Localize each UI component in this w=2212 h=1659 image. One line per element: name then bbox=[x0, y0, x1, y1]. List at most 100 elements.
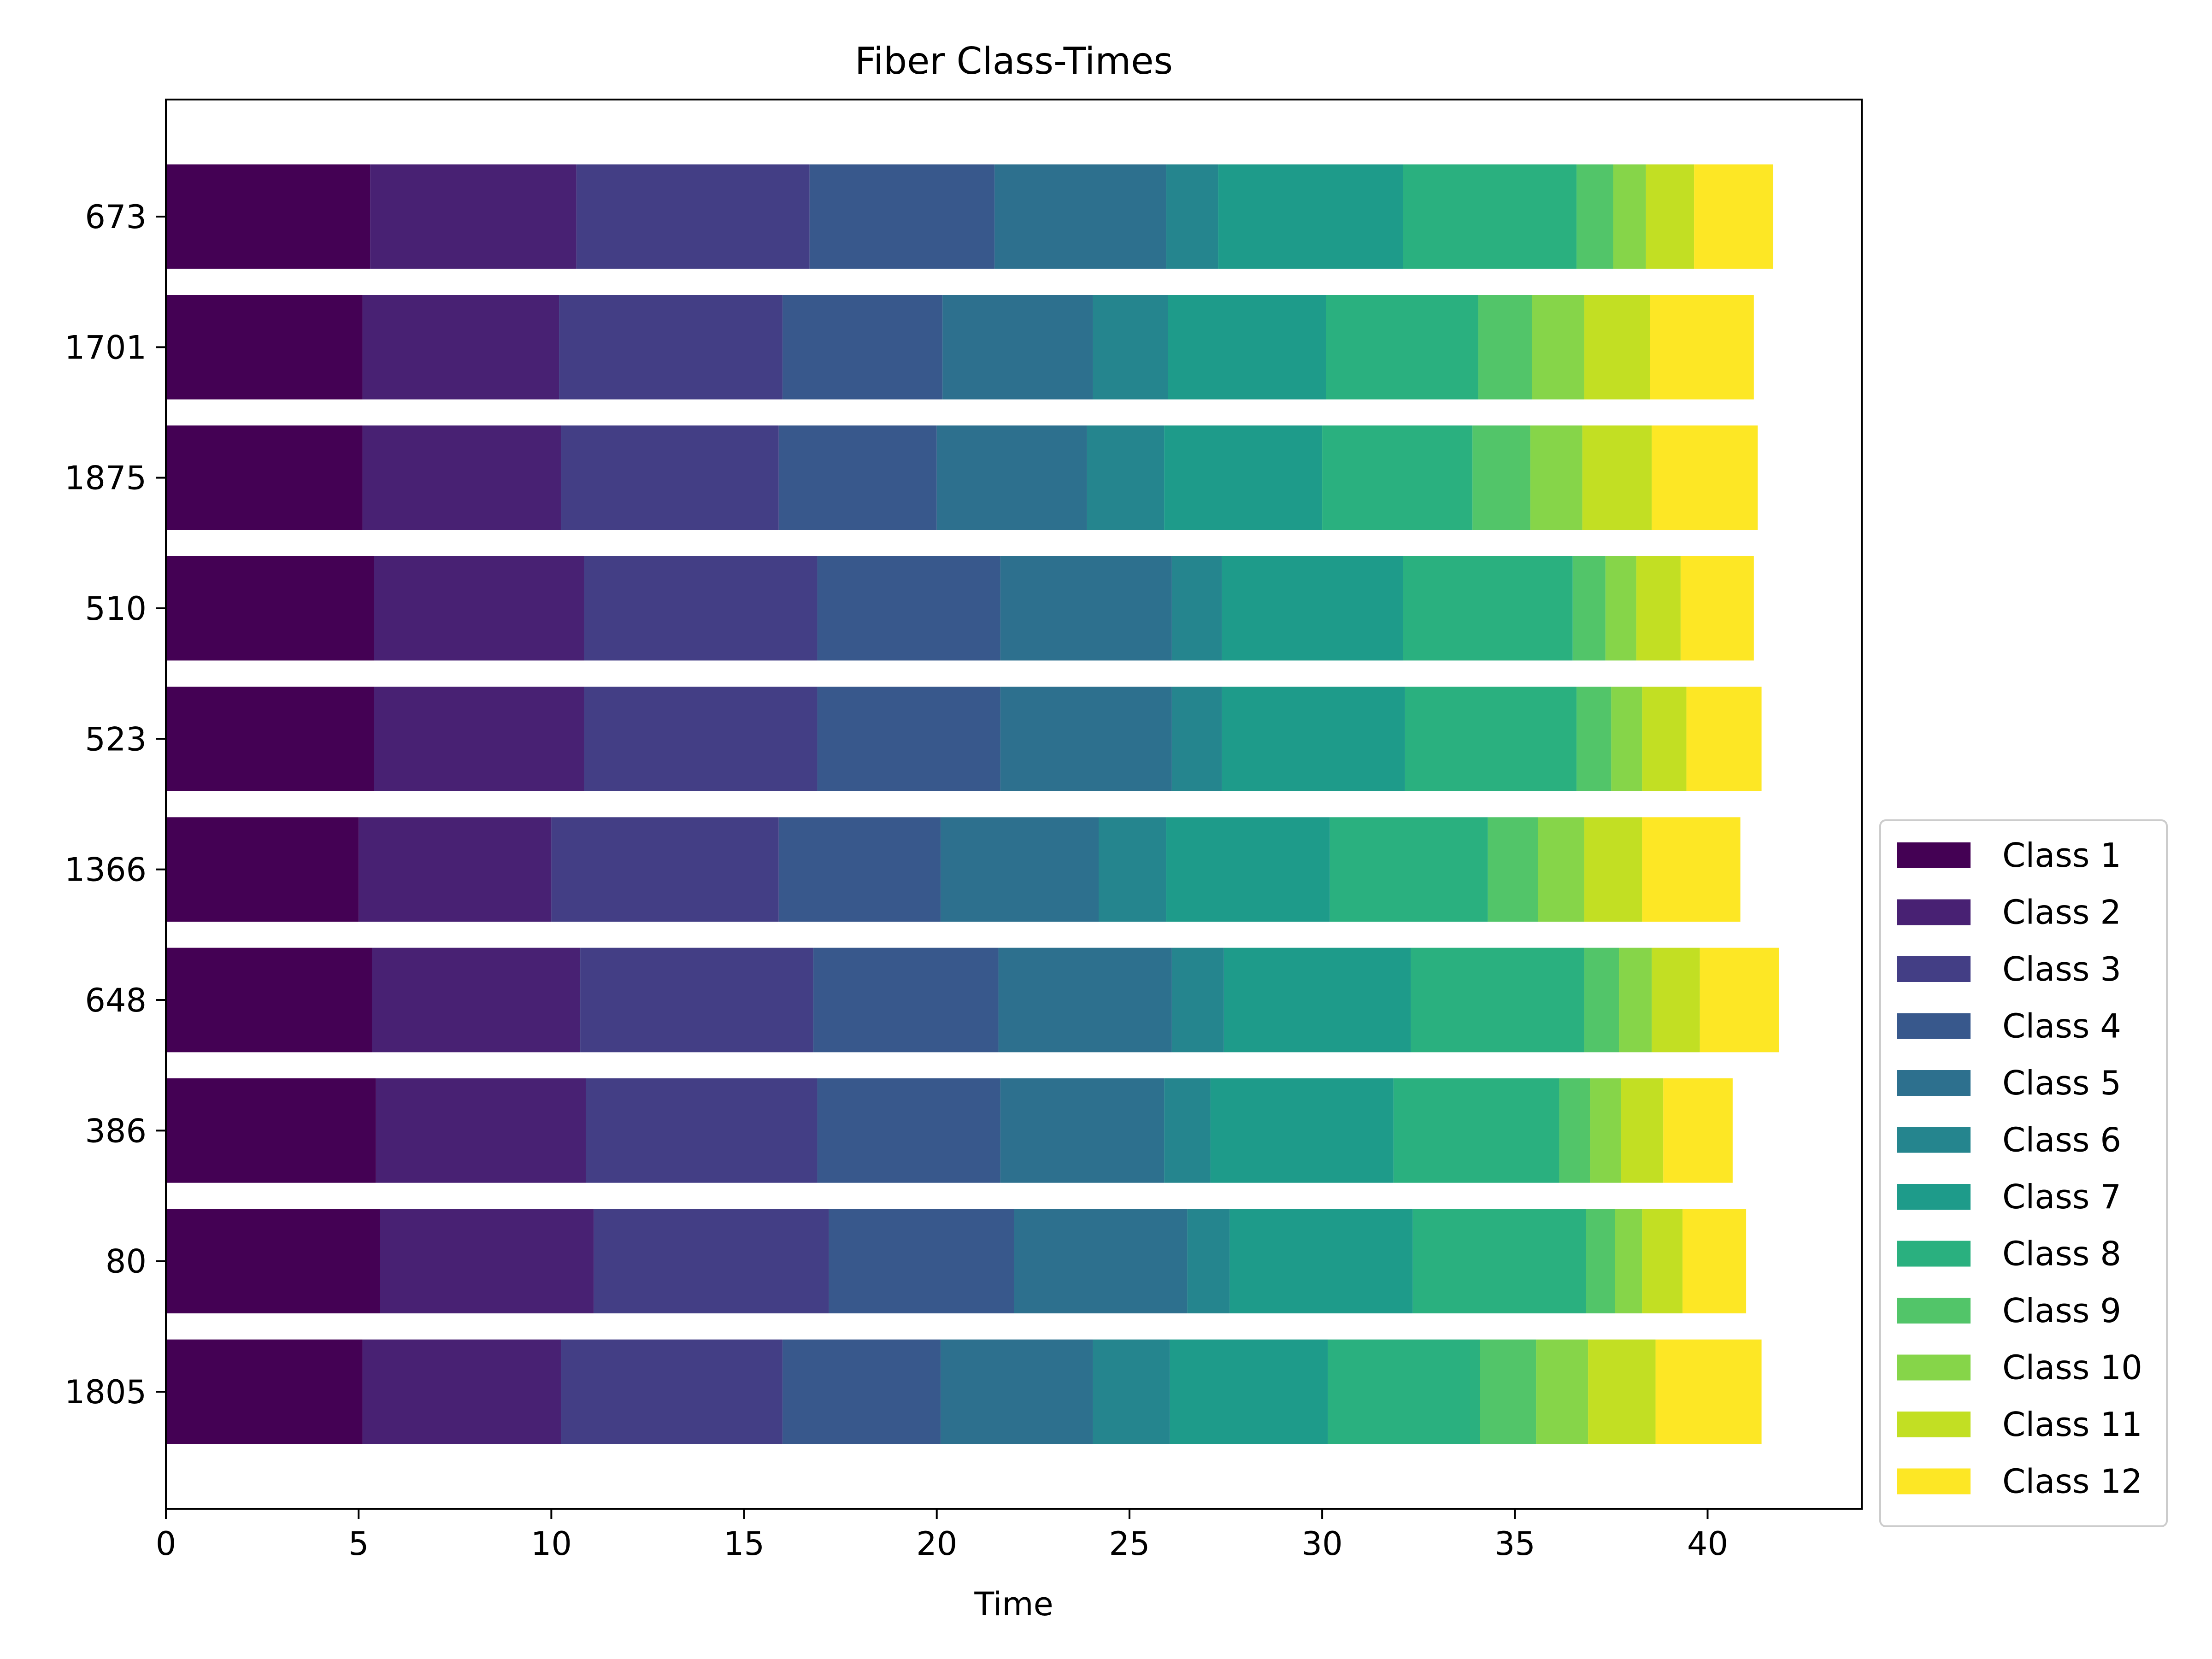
legend-label-class-7: Class 7 bbox=[2002, 1177, 2121, 1216]
bar-1366-class-3 bbox=[551, 817, 779, 922]
bar-523-class-7 bbox=[1222, 687, 1405, 791]
x-tick-label: 40 bbox=[1687, 1525, 1728, 1563]
bar-1701-class-7 bbox=[1168, 295, 1326, 400]
legend-label-class-9: Class 9 bbox=[2002, 1291, 2121, 1330]
bar-1875-class-10 bbox=[1530, 425, 1583, 530]
legend-label-class-3: Class 3 bbox=[2002, 950, 2121, 988]
bar-673-class-1 bbox=[166, 164, 371, 269]
bars-layer bbox=[166, 164, 1779, 1444]
bar-1701-class-9 bbox=[1478, 295, 1532, 400]
bar-1875-class-11 bbox=[1582, 425, 1652, 530]
bar-1366-class-10 bbox=[1538, 817, 1584, 922]
bar-1805-class-1 bbox=[166, 1339, 363, 1444]
bar-523-class-3 bbox=[584, 687, 818, 791]
bar-1701-class-12 bbox=[1650, 295, 1754, 400]
bar-648-class-12 bbox=[1700, 947, 1779, 1053]
legend-swatch-class-2 bbox=[1897, 899, 1971, 925]
bar-1366-class-7 bbox=[1166, 817, 1330, 922]
x-tick-label: 10 bbox=[531, 1525, 572, 1563]
bar-1366-class-8 bbox=[1330, 817, 1488, 922]
bar-386-class-8 bbox=[1393, 1078, 1559, 1183]
bar-648-class-11 bbox=[1652, 947, 1700, 1053]
x-axis-label: Time bbox=[974, 1585, 1053, 1623]
bar-386-class-4 bbox=[817, 1078, 1000, 1183]
bar-80-class-10 bbox=[1615, 1209, 1642, 1313]
x-tick-label: 0 bbox=[156, 1525, 176, 1563]
bar-510-class-5 bbox=[1000, 556, 1172, 661]
bar-1366-class-11 bbox=[1584, 817, 1642, 922]
bar-1805-class-10 bbox=[1536, 1339, 1588, 1444]
bar-386-class-7 bbox=[1210, 1078, 1394, 1183]
bar-673-class-6 bbox=[1166, 164, 1218, 269]
bar-1875-class-4 bbox=[778, 425, 937, 530]
bar-1875-class-8 bbox=[1322, 425, 1473, 530]
legend-swatch-class-11 bbox=[1897, 1412, 1971, 1437]
bar-523-class-8 bbox=[1405, 687, 1577, 791]
legend-swatch-class-4 bbox=[1897, 1013, 1971, 1039]
bar-1875-class-1 bbox=[166, 425, 363, 530]
y-tick-label: 1875 bbox=[65, 459, 147, 497]
bar-523-class-1 bbox=[166, 687, 374, 791]
bar-510-class-1 bbox=[166, 556, 374, 661]
bar-673-class-11 bbox=[1646, 164, 1694, 269]
bar-510-class-6 bbox=[1171, 556, 1222, 661]
bar-673-class-12 bbox=[1694, 164, 1773, 269]
bar-80-class-3 bbox=[594, 1209, 829, 1313]
legend-box bbox=[1879, 819, 2168, 1527]
bar-386-class-3 bbox=[586, 1078, 818, 1183]
bar-1701-class-5 bbox=[942, 295, 1093, 400]
bar-673-class-7 bbox=[1218, 164, 1403, 269]
bar-1366-class-12 bbox=[1642, 817, 1741, 922]
legend-swatch-class-6 bbox=[1897, 1127, 1971, 1153]
y-tick-label: 673 bbox=[85, 198, 147, 236]
bar-648-class-9 bbox=[1584, 947, 1619, 1053]
bar-1805-class-11 bbox=[1588, 1339, 1656, 1444]
x-tick-label: 25 bbox=[1109, 1525, 1150, 1563]
bar-648-class-1 bbox=[166, 947, 372, 1053]
x-axis: 0 5 10 15 20 25 30 35 40 bbox=[156, 1509, 1728, 1563]
bar-648-class-8 bbox=[1411, 947, 1584, 1053]
y-tick-label: 386 bbox=[85, 1112, 147, 1150]
bar-673-class-4 bbox=[809, 164, 995, 269]
y-tick-label: 80 bbox=[106, 1243, 147, 1281]
x-tick-label: 35 bbox=[1494, 1525, 1535, 1563]
bar-1805-class-9 bbox=[1480, 1339, 1536, 1444]
bar-1366-class-2 bbox=[359, 817, 552, 922]
y-tick-label: 523 bbox=[85, 720, 147, 758]
bar-1805-class-7 bbox=[1170, 1339, 1328, 1444]
legend: Class 1 Class 2 Class 3 Class 4 Class 5 Class… bbox=[1879, 819, 2168, 1527]
bar-523-class-9 bbox=[1577, 687, 1612, 791]
bar-1875-class-5 bbox=[936, 425, 1087, 530]
bar-673-class-2 bbox=[370, 164, 577, 269]
bar-1701-class-3 bbox=[559, 295, 783, 400]
bar-648-class-4 bbox=[813, 947, 999, 1053]
legend-label-class-4: Class 4 bbox=[2002, 1007, 2121, 1046]
bar-386-class-12 bbox=[1663, 1078, 1733, 1183]
bar-1805-class-2 bbox=[362, 1339, 561, 1444]
x-tick-label: 5 bbox=[348, 1525, 369, 1563]
bar-1875-class-6 bbox=[1087, 425, 1165, 530]
bar-386-class-11 bbox=[1621, 1078, 1664, 1183]
bar-386-class-10 bbox=[1590, 1078, 1621, 1183]
x-tick-label: 20 bbox=[916, 1525, 957, 1563]
legend-swatch-class-9 bbox=[1897, 1298, 1971, 1324]
legend-swatch-class-1 bbox=[1897, 842, 1971, 868]
bar-80-class-7 bbox=[1230, 1209, 1413, 1313]
bar-523-class-10 bbox=[1611, 687, 1642, 791]
bar-386-class-1 bbox=[166, 1078, 376, 1183]
bar-80-class-6 bbox=[1187, 1209, 1230, 1313]
y-tick-label: 648 bbox=[85, 982, 147, 1019]
bar-1366-class-9 bbox=[1488, 817, 1538, 922]
bar-510-class-2 bbox=[374, 556, 584, 661]
bar-523-class-4 bbox=[817, 687, 1000, 791]
bar-1875-class-9 bbox=[1472, 425, 1530, 530]
bar-80-class-12 bbox=[1683, 1209, 1747, 1313]
bar-1701-class-11 bbox=[1584, 295, 1650, 400]
bar-673-class-9 bbox=[1577, 164, 1613, 269]
bar-510-class-7 bbox=[1222, 556, 1403, 661]
bar-648-class-10 bbox=[1619, 947, 1652, 1053]
bar-1701-class-2 bbox=[362, 295, 559, 400]
bar-1875-class-12 bbox=[1652, 425, 1758, 530]
chart-title: Fiber Class-Times bbox=[855, 40, 1173, 82]
